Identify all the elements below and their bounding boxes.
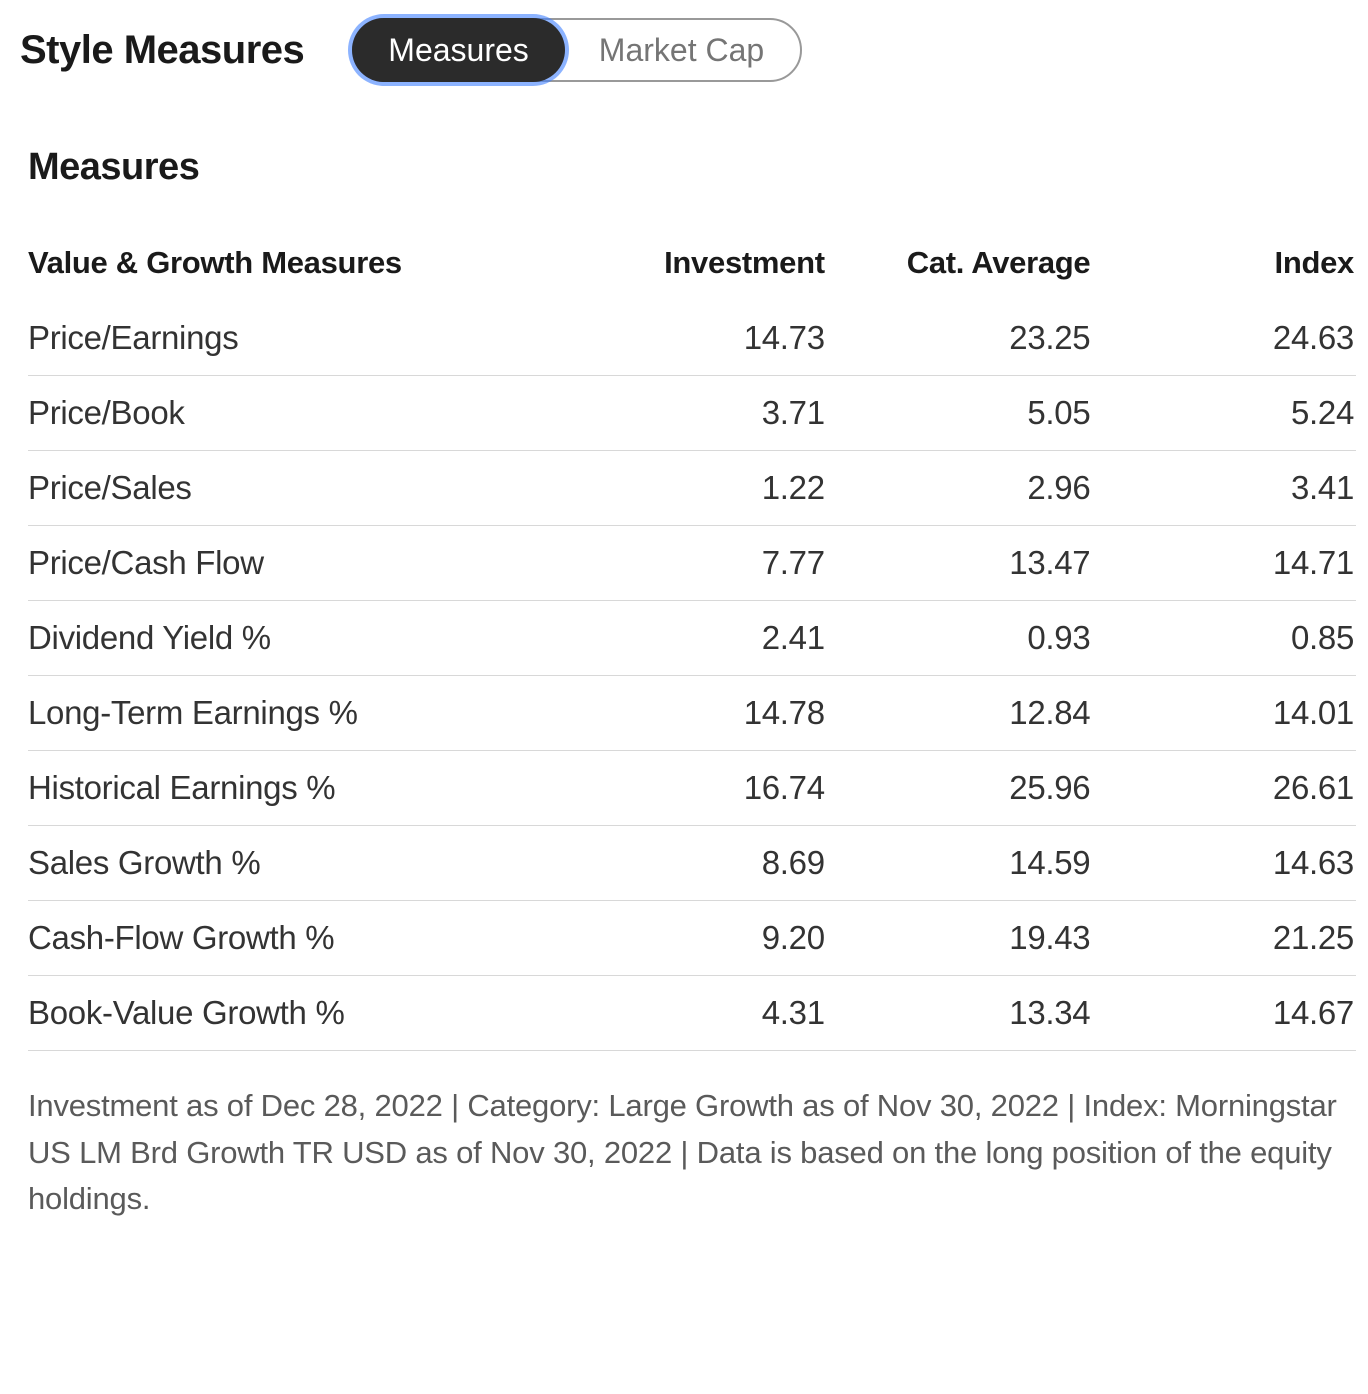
- cell-label: Price/Cash Flow: [28, 526, 586, 601]
- cell-index: 14.67: [1090, 976, 1356, 1051]
- cell-index: 21.25: [1090, 901, 1356, 976]
- cell-label: Long-Term Earnings %: [28, 676, 586, 751]
- table-row: Cash-Flow Growth % 9.20 19.43 21.25: [28, 901, 1356, 976]
- cell-label: Cash-Flow Growth %: [28, 901, 586, 976]
- cell-category: 2.96: [825, 451, 1091, 526]
- table-row: Price/Cash Flow 7.77 13.47 14.71: [28, 526, 1356, 601]
- cell-label: Price/Sales: [28, 451, 586, 526]
- cell-index: 24.63: [1090, 301, 1356, 376]
- cell-investment: 14.78: [586, 676, 825, 751]
- col-header-investment: Investment: [586, 229, 825, 301]
- cell-investment: 1.22: [586, 451, 825, 526]
- cell-label: Price/Book: [28, 376, 586, 451]
- cell-index: 14.71: [1090, 526, 1356, 601]
- tab-toggle-group: Measures Market Cap: [352, 18, 802, 82]
- cell-investment: 16.74: [586, 751, 825, 826]
- table-row: Dividend Yield % 2.41 0.93 0.85: [28, 601, 1356, 676]
- cell-category: 13.34: [825, 976, 1091, 1051]
- cell-label: Dividend Yield %: [28, 601, 586, 676]
- cell-index: 0.85: [1090, 601, 1356, 676]
- table-row: Sales Growth % 8.69 14.59 14.63: [28, 826, 1356, 901]
- cell-category: 23.25: [825, 301, 1091, 376]
- cell-index: 26.61: [1090, 751, 1356, 826]
- cell-investment: 4.31: [586, 976, 825, 1051]
- cell-index: 3.41: [1090, 451, 1356, 526]
- col-header-measure: Value & Growth Measures: [28, 229, 586, 301]
- header: Style Measures Measures Market Cap: [20, 18, 1348, 82]
- col-header-index: Index: [1090, 229, 1356, 301]
- cell-label: Sales Growth %: [28, 826, 586, 901]
- cell-category: 19.43: [825, 901, 1091, 976]
- cell-investment: 2.41: [586, 601, 825, 676]
- cell-category: 25.96: [825, 751, 1091, 826]
- cell-investment: 9.20: [586, 901, 825, 976]
- cell-investment: 3.71: [586, 376, 825, 451]
- cell-category: 14.59: [825, 826, 1091, 901]
- footnote: Investment as of Dec 28, 2022 | Category…: [28, 1083, 1348, 1223]
- cell-label: Historical Earnings %: [28, 751, 586, 826]
- cell-index: 14.01: [1090, 676, 1356, 751]
- cell-category: 13.47: [825, 526, 1091, 601]
- section-title: Measures: [28, 146, 1348, 189]
- table-row: Book-Value Growth % 4.31 13.34 14.67: [28, 976, 1356, 1051]
- tab-market-cap[interactable]: Market Cap: [563, 20, 800, 80]
- table-row: Price/Book 3.71 5.05 5.24: [28, 376, 1356, 451]
- cell-investment: 8.69: [586, 826, 825, 901]
- cell-category: 12.84: [825, 676, 1091, 751]
- cell-index: 5.24: [1090, 376, 1356, 451]
- table-body: Price/Earnings 14.73 23.25 24.63 Price/B…: [28, 301, 1356, 1051]
- table-row: Price/Sales 1.22 2.96 3.41: [28, 451, 1356, 526]
- tab-measures[interactable]: Measures: [352, 18, 565, 82]
- cell-label: Price/Earnings: [28, 301, 586, 376]
- cell-investment: 7.77: [586, 526, 825, 601]
- table-header-row: Value & Growth Measures Investment Cat. …: [28, 229, 1356, 301]
- cell-category: 0.93: [825, 601, 1091, 676]
- table-row: Long-Term Earnings % 14.78 12.84 14.01: [28, 676, 1356, 751]
- cell-investment: 14.73: [586, 301, 825, 376]
- col-header-category: Cat. Average: [825, 229, 1091, 301]
- measures-table: Value & Growth Measures Investment Cat. …: [28, 229, 1356, 1051]
- table-row: Price/Earnings 14.73 23.25 24.63: [28, 301, 1356, 376]
- cell-label: Book-Value Growth %: [28, 976, 586, 1051]
- cell-category: 5.05: [825, 376, 1091, 451]
- cell-index: 14.63: [1090, 826, 1356, 901]
- table-row: Historical Earnings % 16.74 25.96 26.61: [28, 751, 1356, 826]
- page-title: Style Measures: [20, 28, 304, 73]
